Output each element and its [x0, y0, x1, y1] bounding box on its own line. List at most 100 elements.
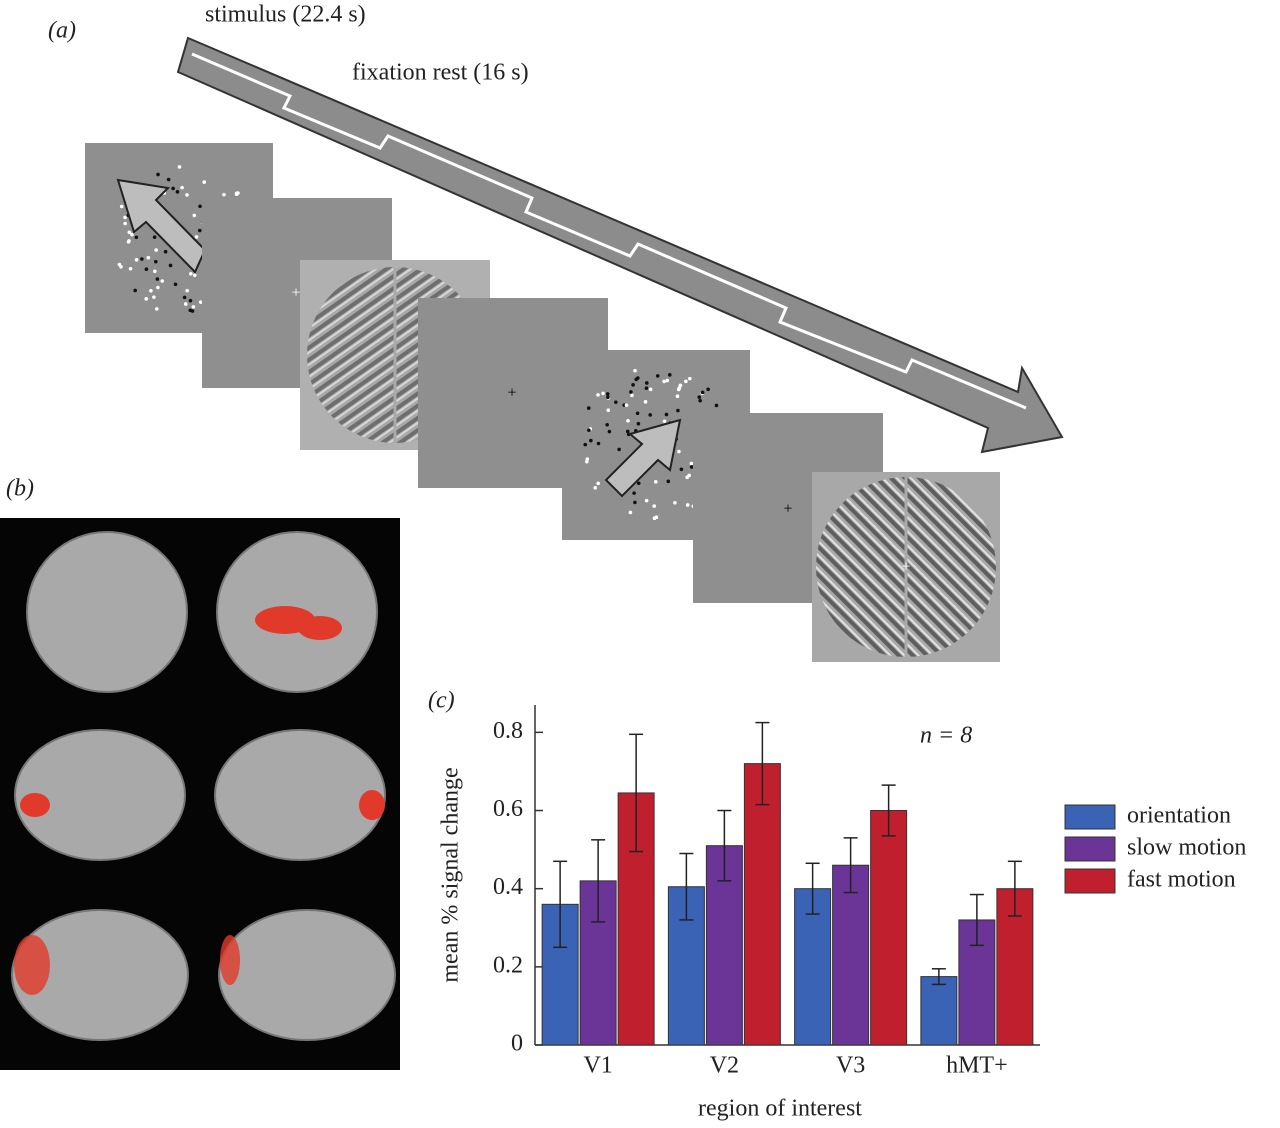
x-tick-label: V2: [710, 1053, 739, 1079]
dot: [180, 185, 184, 190]
dot: [606, 408, 611, 412]
dot: [644, 498, 649, 503]
annotation: n = 8: [920, 723, 972, 749]
dot: [188, 298, 193, 303]
dot: [630, 393, 634, 398]
panel-label: (b): [6, 476, 34, 502]
dot: [192, 213, 197, 218]
dot: [689, 461, 694, 466]
dot: [613, 400, 618, 404]
panel-label: (a): [48, 18, 76, 44]
dot: [596, 441, 601, 446]
dot: [194, 235, 199, 239]
fixation-cross: +: [291, 285, 300, 302]
dot: [706, 387, 710, 392]
dot: [126, 240, 131, 244]
dot: [163, 249, 168, 254]
dot: [628, 510, 633, 515]
dot: [636, 421, 641, 426]
y-tick-label: 0.8: [493, 718, 523, 744]
dot: [605, 392, 610, 396]
dot: [714, 403, 719, 408]
dot: [665, 378, 670, 383]
dot: [140, 257, 144, 261]
dot: [596, 393, 600, 397]
dot: [648, 387, 653, 392]
x-tick-label: V3: [836, 1053, 865, 1079]
dot: [123, 215, 127, 220]
dot: [144, 267, 149, 272]
dot: [617, 447, 621, 452]
dot: [189, 271, 193, 276]
dot: [134, 258, 139, 262]
dot: [700, 390, 705, 395]
legend-label: orientation: [1127, 803, 1231, 829]
bar: [870, 810, 908, 1046]
fixation-cross: +: [507, 385, 516, 402]
dot: [149, 288, 153, 293]
dot: [175, 190, 180, 194]
rest-label: fixation rest (16 s): [352, 60, 529, 86]
dot: [633, 368, 637, 373]
block-timeline: [191, 52, 1027, 410]
y-tick-label: 0: [511, 1031, 523, 1057]
dot: [583, 442, 588, 447]
dot: [192, 273, 197, 278]
dot: [197, 228, 202, 233]
dot: [633, 500, 637, 505]
dot: [154, 259, 158, 264]
dot: [697, 395, 702, 399]
dot: [632, 491, 636, 495]
dot: [191, 305, 196, 309]
dot: [596, 481, 600, 486]
dot: [653, 480, 658, 484]
motion-arrow: [116, 178, 207, 274]
dot: [198, 204, 202, 209]
dot: [655, 374, 660, 378]
legend-swatch: [1064, 804, 1116, 830]
dot: [666, 479, 671, 484]
dot: [155, 307, 159, 311]
dot: [156, 172, 160, 177]
dot: [631, 383, 635, 387]
dot: [652, 504, 657, 508]
dot: [156, 285, 160, 290]
y-tick-label: 0.6: [493, 796, 523, 822]
dot: [585, 459, 589, 464]
panel-label: (c): [428, 688, 455, 714]
dot: [589, 438, 593, 443]
dot: [123, 221, 127, 226]
dot: [222, 192, 226, 197]
dot: [624, 403, 629, 407]
dot: [130, 232, 134, 237]
y-tick-label: 0.4: [493, 874, 523, 900]
dot: [676, 408, 680, 413]
y-axis-label: mean % signal change: [438, 767, 464, 982]
dot: [185, 193, 189, 197]
fixation-cross: +: [783, 501, 792, 518]
legend-label: fast motion: [1127, 867, 1236, 893]
dot: [679, 467, 684, 472]
dot: [662, 419, 667, 424]
dot: [684, 379, 688, 384]
dot: [168, 263, 173, 268]
dot: [587, 428, 591, 432]
dot: [166, 177, 171, 182]
dot: [607, 429, 612, 434]
dot: [677, 449, 681, 454]
dot: [134, 235, 139, 240]
dot: [678, 383, 683, 388]
dot: [643, 400, 648, 404]
dot: [673, 500, 677, 505]
bar: [743, 763, 781, 1046]
dot: [144, 297, 149, 301]
dot: [645, 381, 649, 385]
dot: [664, 412, 669, 417]
dot: [687, 473, 691, 478]
dot: [698, 398, 702, 403]
dot: [127, 230, 132, 235]
stimulus-frames: + + + +: [85, 143, 1000, 662]
dot: [234, 192, 239, 197]
dot: [685, 503, 690, 507]
